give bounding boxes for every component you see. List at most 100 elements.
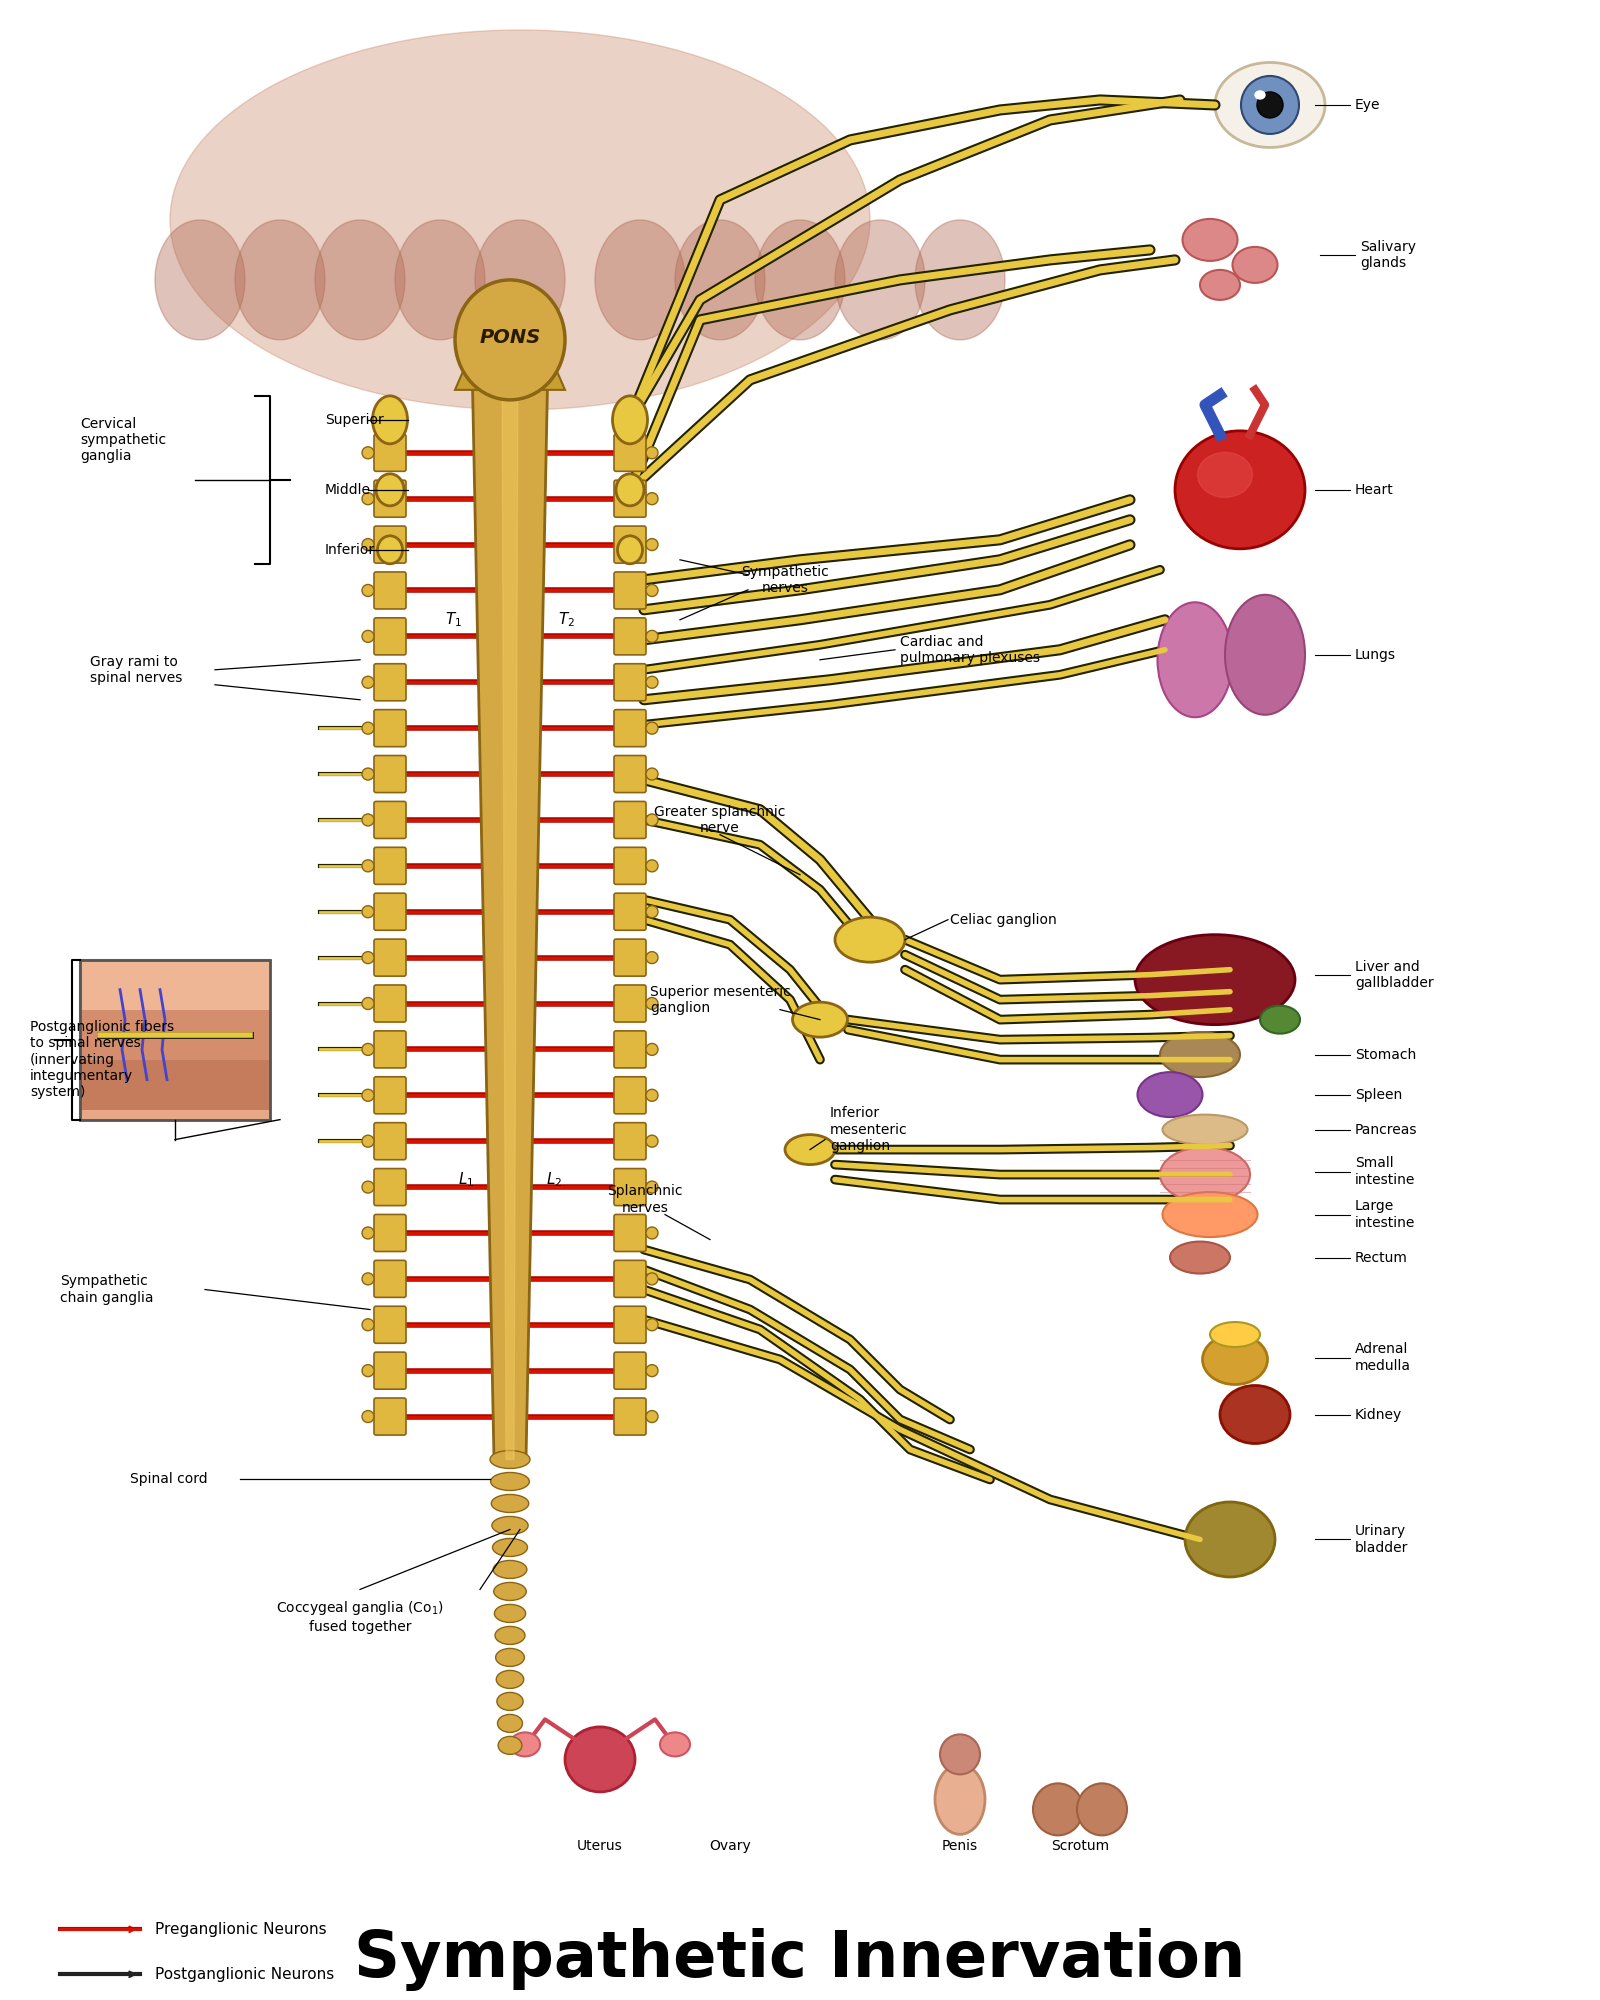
Ellipse shape xyxy=(1258,92,1283,118)
Text: Inferior
mesenteric
ganglion: Inferior mesenteric ganglion xyxy=(830,1106,907,1152)
Ellipse shape xyxy=(362,814,374,826)
Text: Sympathetic Innervation: Sympathetic Innervation xyxy=(354,1928,1246,1990)
Ellipse shape xyxy=(1232,246,1277,282)
Text: Postganglionic fibers
to spinal nerves
(innervating
integumentary
system): Postganglionic fibers to spinal nerves (… xyxy=(30,1020,174,1100)
Ellipse shape xyxy=(235,220,325,340)
Ellipse shape xyxy=(1242,76,1299,134)
Polygon shape xyxy=(454,360,565,390)
FancyBboxPatch shape xyxy=(614,1306,646,1344)
Ellipse shape xyxy=(646,1090,658,1102)
FancyBboxPatch shape xyxy=(374,434,406,472)
FancyBboxPatch shape xyxy=(374,710,406,746)
Ellipse shape xyxy=(362,860,374,872)
Ellipse shape xyxy=(755,220,845,340)
Ellipse shape xyxy=(835,918,906,962)
FancyBboxPatch shape xyxy=(614,664,646,700)
Text: Uterus: Uterus xyxy=(578,1840,622,1854)
Ellipse shape xyxy=(1077,1784,1126,1836)
Text: Large
intestine: Large intestine xyxy=(1355,1200,1416,1230)
Ellipse shape xyxy=(646,630,658,642)
FancyBboxPatch shape xyxy=(374,1398,406,1436)
FancyBboxPatch shape xyxy=(614,984,646,1022)
Text: Rectum: Rectum xyxy=(1355,1250,1408,1264)
FancyBboxPatch shape xyxy=(374,940,406,976)
Ellipse shape xyxy=(1221,1386,1290,1444)
Ellipse shape xyxy=(155,220,245,340)
Text: Spinal cord: Spinal cord xyxy=(130,1472,208,1486)
Ellipse shape xyxy=(362,1364,374,1376)
Text: Scrotum: Scrotum xyxy=(1051,1840,1109,1854)
FancyBboxPatch shape xyxy=(374,1352,406,1390)
Text: Middle: Middle xyxy=(325,482,371,496)
Text: $L_1$: $L_1$ xyxy=(458,1170,474,1188)
Ellipse shape xyxy=(373,396,408,444)
Ellipse shape xyxy=(498,1692,523,1710)
Text: Heart: Heart xyxy=(1355,482,1394,496)
Ellipse shape xyxy=(496,1648,525,1666)
Ellipse shape xyxy=(362,538,374,550)
FancyBboxPatch shape xyxy=(614,618,646,654)
FancyBboxPatch shape xyxy=(614,1030,646,1068)
Ellipse shape xyxy=(1210,1322,1261,1348)
FancyBboxPatch shape xyxy=(374,572,406,608)
Ellipse shape xyxy=(646,1044,658,1056)
Ellipse shape xyxy=(362,446,374,458)
Ellipse shape xyxy=(613,396,648,444)
Ellipse shape xyxy=(792,1002,848,1038)
Ellipse shape xyxy=(378,536,403,564)
Ellipse shape xyxy=(362,584,374,596)
Text: Inferior: Inferior xyxy=(325,542,374,556)
Text: $T_1$: $T_1$ xyxy=(445,610,462,630)
Ellipse shape xyxy=(1157,602,1232,718)
Ellipse shape xyxy=(498,1714,523,1732)
Ellipse shape xyxy=(362,676,374,688)
Ellipse shape xyxy=(1170,1242,1230,1274)
Ellipse shape xyxy=(646,998,658,1010)
Ellipse shape xyxy=(1197,452,1253,498)
Ellipse shape xyxy=(646,1182,658,1194)
Polygon shape xyxy=(502,360,518,1460)
Text: Liver and
gallbladder: Liver and gallbladder xyxy=(1355,960,1434,990)
Text: Spleen: Spleen xyxy=(1355,1088,1402,1102)
Ellipse shape xyxy=(362,492,374,504)
Ellipse shape xyxy=(646,1364,658,1376)
Text: Celiac ganglion: Celiac ganglion xyxy=(950,912,1056,926)
Ellipse shape xyxy=(362,630,374,642)
Ellipse shape xyxy=(362,722,374,734)
Text: Penis: Penis xyxy=(942,1840,978,1854)
Ellipse shape xyxy=(1182,218,1237,260)
Text: Preganglionic Neurons: Preganglionic Neurons xyxy=(155,1922,326,1936)
FancyBboxPatch shape xyxy=(374,756,406,792)
Text: Cervical
sympathetic
ganglia: Cervical sympathetic ganglia xyxy=(80,416,166,464)
Text: Sympathetic
nerves: Sympathetic nerves xyxy=(741,564,829,594)
Ellipse shape xyxy=(565,1726,635,1792)
Ellipse shape xyxy=(362,998,374,1010)
FancyBboxPatch shape xyxy=(374,664,406,700)
FancyBboxPatch shape xyxy=(614,710,646,746)
Ellipse shape xyxy=(1214,62,1325,148)
FancyBboxPatch shape xyxy=(374,1260,406,1298)
Ellipse shape xyxy=(646,722,658,734)
Ellipse shape xyxy=(362,1044,374,1056)
Ellipse shape xyxy=(646,584,658,596)
FancyBboxPatch shape xyxy=(374,1076,406,1114)
FancyBboxPatch shape xyxy=(80,1010,270,1060)
Text: Coccygeal ganglia (Co$_1$)
fused together: Coccygeal ganglia (Co$_1$) fused togethe… xyxy=(277,1600,443,1634)
FancyBboxPatch shape xyxy=(614,848,646,884)
FancyBboxPatch shape xyxy=(80,960,270,1120)
FancyBboxPatch shape xyxy=(374,1214,406,1252)
Ellipse shape xyxy=(646,860,658,872)
Text: Eye: Eye xyxy=(1355,98,1381,112)
Ellipse shape xyxy=(362,1318,374,1330)
Polygon shape xyxy=(472,360,547,1460)
Ellipse shape xyxy=(646,1318,658,1330)
Ellipse shape xyxy=(362,1226,374,1238)
Text: PONS: PONS xyxy=(480,328,541,348)
Ellipse shape xyxy=(315,220,405,340)
Ellipse shape xyxy=(661,1732,690,1756)
Ellipse shape xyxy=(490,1450,530,1468)
Ellipse shape xyxy=(494,1604,526,1622)
FancyBboxPatch shape xyxy=(614,434,646,472)
Ellipse shape xyxy=(362,768,374,780)
Ellipse shape xyxy=(1163,1114,1248,1144)
